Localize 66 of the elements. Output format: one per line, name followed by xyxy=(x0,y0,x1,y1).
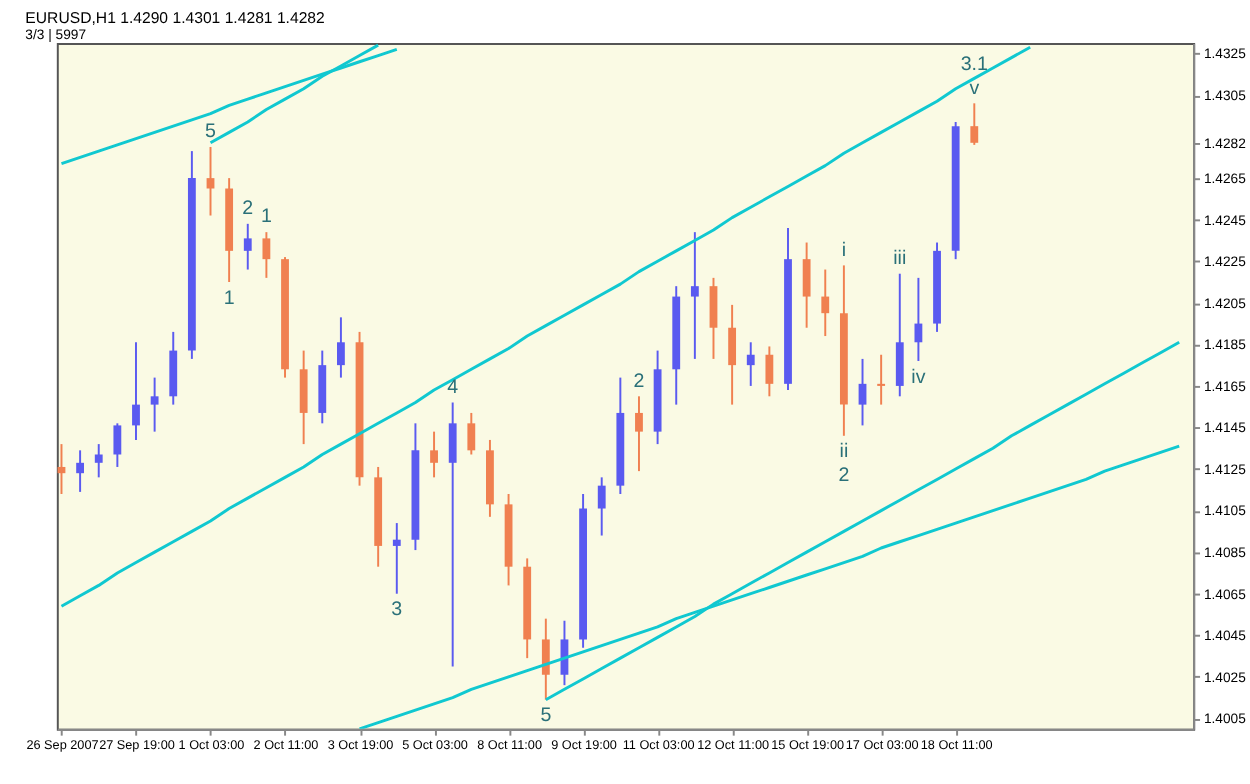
chart-title: EURUSD,H1 1.4290 1.4301 1.4281 1.4282 xyxy=(25,9,325,28)
candlestick xyxy=(635,395,643,473)
candlestick xyxy=(448,401,457,668)
candlestick xyxy=(709,276,718,360)
annotation: 2 xyxy=(242,198,254,221)
candlestick xyxy=(858,357,867,427)
candlestick xyxy=(76,449,85,493)
candlestick xyxy=(467,411,476,456)
candlestick xyxy=(616,376,625,495)
candlestick xyxy=(821,268,830,338)
candlestick xyxy=(169,330,178,406)
candlestick xyxy=(597,476,606,537)
candlestick xyxy=(951,121,960,261)
candlestick xyxy=(411,422,420,552)
candlestick xyxy=(672,285,681,406)
candlestick xyxy=(187,150,196,360)
candlestick xyxy=(541,617,550,701)
candlestick xyxy=(560,619,569,687)
candlestick xyxy=(784,227,792,392)
annotation: ii xyxy=(839,441,849,464)
annotation: v xyxy=(969,77,980,100)
candlestick xyxy=(579,492,587,649)
candlestick xyxy=(262,231,271,279)
candlestick xyxy=(970,102,979,146)
annotation: 4 xyxy=(447,376,460,399)
candlestick xyxy=(877,353,886,406)
annotation: 5 xyxy=(540,705,553,728)
candlestick xyxy=(132,341,140,441)
candlestick xyxy=(392,522,401,595)
annotation: 3 xyxy=(391,599,404,622)
candlestick xyxy=(355,330,364,487)
candlestick xyxy=(206,145,215,217)
annotation: iii xyxy=(893,247,907,270)
candlestick xyxy=(933,241,941,333)
candlestick xyxy=(523,557,532,660)
annotation: iv xyxy=(911,366,926,389)
candlestick xyxy=(653,349,662,446)
candlestick xyxy=(802,241,811,329)
candlestick xyxy=(94,443,103,479)
candlestick xyxy=(374,465,383,568)
candlestick xyxy=(839,264,848,437)
candlestick xyxy=(914,276,923,362)
candlestick xyxy=(486,438,494,518)
line-series xyxy=(60,47,399,166)
candlestick xyxy=(765,345,774,398)
annotation: 5 xyxy=(205,121,218,144)
annotation: 1 xyxy=(223,287,235,310)
candlestick xyxy=(150,376,159,433)
candlestick xyxy=(299,349,308,446)
candlestick xyxy=(504,492,513,587)
candlestick xyxy=(690,231,699,360)
annotation: 3.1 xyxy=(960,54,988,76)
annotation: i xyxy=(841,239,847,262)
candlestick xyxy=(225,177,234,283)
candlestick xyxy=(746,341,755,387)
candlestick xyxy=(895,272,904,398)
annotation: 2 xyxy=(633,370,645,393)
candlestick xyxy=(728,303,737,406)
annotation: 2 xyxy=(838,464,850,487)
candlestick xyxy=(336,316,345,379)
candlestick xyxy=(113,422,122,468)
candlestick xyxy=(243,222,252,271)
candlestick xyxy=(281,256,289,379)
candlestick xyxy=(318,349,327,425)
annotation: 1 xyxy=(260,206,272,229)
candlestick xyxy=(430,430,438,479)
